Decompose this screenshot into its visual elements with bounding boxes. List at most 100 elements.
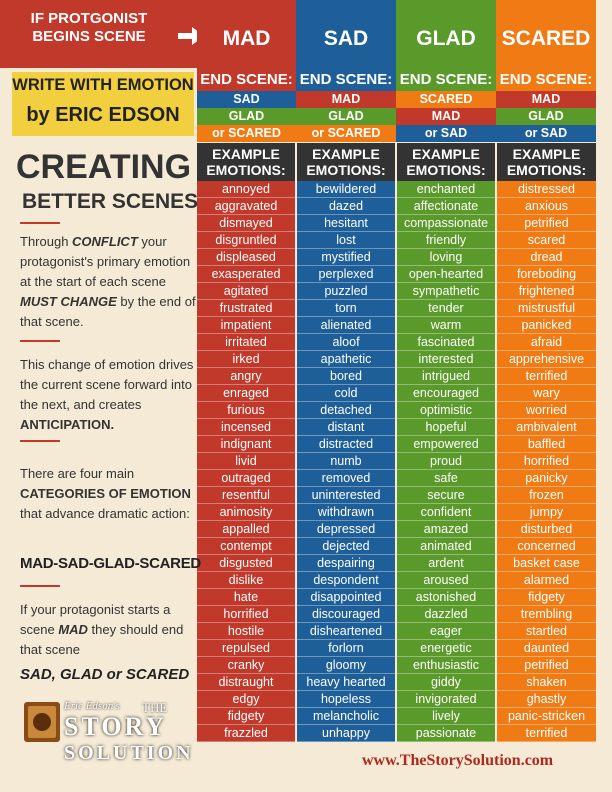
emotion-cell-mad: dismayed	[197, 215, 295, 232]
emotion-cell-glad: compassionate	[397, 215, 495, 232]
emotion-cell-scared: alarmed	[497, 572, 596, 589]
emotion-cell-mad: aggravated	[197, 198, 295, 215]
emotion-cell-scared: jumpy	[497, 504, 596, 521]
emotion-cell-mad: frazzled	[197, 725, 295, 742]
better-scenes-heading: BETTER SCENES	[22, 190, 199, 213]
emotion-cell-glad: safe	[397, 470, 495, 487]
emotion-cell-scared: afraid	[497, 334, 596, 351]
emotion-cell-glad: invigorated	[397, 691, 495, 708]
end-option-glad-2: or SAD	[396, 125, 496, 142]
end-scene-label-sad: END SCENE:	[296, 68, 396, 91]
emotion-cell-mad: horrified	[197, 606, 295, 623]
categories-list: MAD-SAD-GLAD-SCARED	[20, 555, 201, 572]
emotion-cell-glad: tender	[397, 300, 495, 317]
divider	[20, 585, 60, 587]
divider	[20, 440, 60, 442]
emotion-cell-sad: alienated	[297, 317, 395, 334]
logo-solution: SOLUTION	[64, 742, 194, 764]
emotion-cell-scared: terrified	[497, 368, 596, 385]
emotion-cell-mad: irritated	[197, 334, 295, 351]
emotion-cell-sad: detached	[297, 402, 395, 419]
column-head-sad: SAD	[296, 0, 396, 68]
emotion-cell-mad: hostile	[197, 623, 295, 640]
emotion-cell-scared: terrified	[497, 725, 596, 742]
emotion-cell-glad: empowered	[397, 436, 495, 453]
emotion-cell-mad: repulsed	[197, 640, 295, 657]
end-option-scared-2: or SAD	[496, 125, 596, 142]
emotion-cell-sad: forlorn	[297, 640, 395, 657]
example-emotions-label-sad: EXAMPLE EMOTIONS:	[297, 143, 395, 181]
emotion-cell-glad: passionate	[397, 725, 495, 742]
website-url[interactable]: www.TheStorySolution.com	[362, 752, 554, 769]
emotion-cell-sad: bored	[297, 368, 395, 385]
emotion-cell-scared: shaken	[497, 674, 596, 691]
emotion-cell-scared: frightened	[497, 283, 596, 300]
paragraph-categories: There are four main CATEGORIES OF EMOTIO…	[20, 466, 191, 521]
creating-heading: CREATING	[16, 148, 192, 186]
emotion-cell-glad: astonished	[397, 589, 495, 606]
emotion-cell-sad: discouraged	[297, 606, 395, 623]
emotion-cell-glad: optimistic	[397, 402, 495, 419]
emotion-cell-glad: affectionate	[397, 198, 495, 215]
emotion-cell-sad: disappointed	[297, 589, 395, 606]
end-option-glad-0: SCARED	[396, 91, 496, 108]
emotion-cell-mad: annoyed	[197, 181, 295, 198]
emotion-cell-sad: aloof	[297, 334, 395, 351]
end-option-mad-0: SAD	[197, 91, 296, 108]
header-left-cell	[0, 0, 197, 68]
emotion-cell-mad: disgusted	[197, 555, 295, 572]
emotion-cell-sad: numb	[297, 453, 395, 470]
emotion-cell-glad: lively	[397, 708, 495, 725]
book-emblem-icon	[24, 702, 60, 742]
emotion-cell-mad: irked	[197, 351, 295, 368]
emotion-cell-glad: animated	[397, 538, 495, 555]
emotion-cell-mad: livid	[197, 453, 295, 470]
emotion-cell-glad: ardent	[397, 555, 495, 572]
emotion-cell-sad: mystified	[297, 249, 395, 266]
emotion-cell-sad: dazed	[297, 198, 395, 215]
emotion-cell-scared: ghastly	[497, 691, 596, 708]
logo-the: THE	[142, 700, 168, 715]
emotion-cell-scared: scared	[497, 232, 596, 249]
paragraph-anticipation: This change of emotion drives the curren…	[20, 357, 194, 432]
emotion-cell-mad: resentful	[197, 487, 295, 504]
emotion-cell-scared: trembling	[497, 606, 596, 623]
column-head-scared: SCARED	[496, 0, 596, 68]
emotion-cell-glad: loving	[397, 249, 495, 266]
emotion-cell-scared: baffled	[497, 436, 596, 453]
emotion-cell-sad: bewildered	[297, 181, 395, 198]
emotion-cell-sad: distracted	[297, 436, 395, 453]
emotion-cell-scared: panicked	[497, 317, 596, 334]
emotion-cell-glad: confident	[397, 504, 495, 521]
logo-author: Eric Edson's	[64, 700, 120, 712]
emotion-cell-sad: unhappy	[297, 725, 395, 742]
end-option-glad-1: MAD	[396, 108, 496, 125]
emotion-cell-sad: hesitant	[297, 215, 395, 232]
emotion-cell-mad: distraught	[197, 674, 295, 691]
title-line-1: WRITE WITH EMOTION	[12, 76, 194, 94]
emotion-cell-sad: gloomy	[297, 657, 395, 674]
emotion-cell-sad: despondent	[297, 572, 395, 589]
emotion-cell-mad: edgy	[197, 691, 295, 708]
emotion-cell-glad: open-hearted	[397, 266, 495, 283]
emotion-cell-sad: dejected	[297, 538, 395, 555]
emotion-cell-sad: lost	[297, 232, 395, 249]
emotion-cell-glad: giddy	[397, 674, 495, 691]
emotion-cell-sad: hopeless	[297, 691, 395, 708]
end-option-mad-1: GLAD	[197, 108, 296, 125]
emotion-cell-glad: interested	[397, 351, 495, 368]
example-emotions-label-glad: EXAMPLE EMOTIONS:	[397, 143, 495, 181]
emotion-cell-scared: frozen	[497, 487, 596, 504]
emotion-cell-sad: torn	[297, 300, 395, 317]
emotion-cell-mad: frustrated	[197, 300, 295, 317]
emotion-cell-sad: depressed	[297, 521, 395, 538]
emotion-cell-mad: disgruntled	[197, 232, 295, 249]
end-option-sad-2: or SCARED	[296, 125, 396, 142]
emotion-cell-mad: furious	[197, 402, 295, 419]
protagonist-label: IF PROTGONIST BEGINS SCENE	[30, 10, 148, 45]
emotion-cell-glad: dazzled	[397, 606, 495, 623]
emotion-cell-mad: cranky	[197, 657, 295, 674]
emotion-cell-sad: puzzled	[297, 283, 395, 300]
divider	[20, 340, 60, 342]
emotion-cell-scared: panicky	[497, 470, 596, 487]
